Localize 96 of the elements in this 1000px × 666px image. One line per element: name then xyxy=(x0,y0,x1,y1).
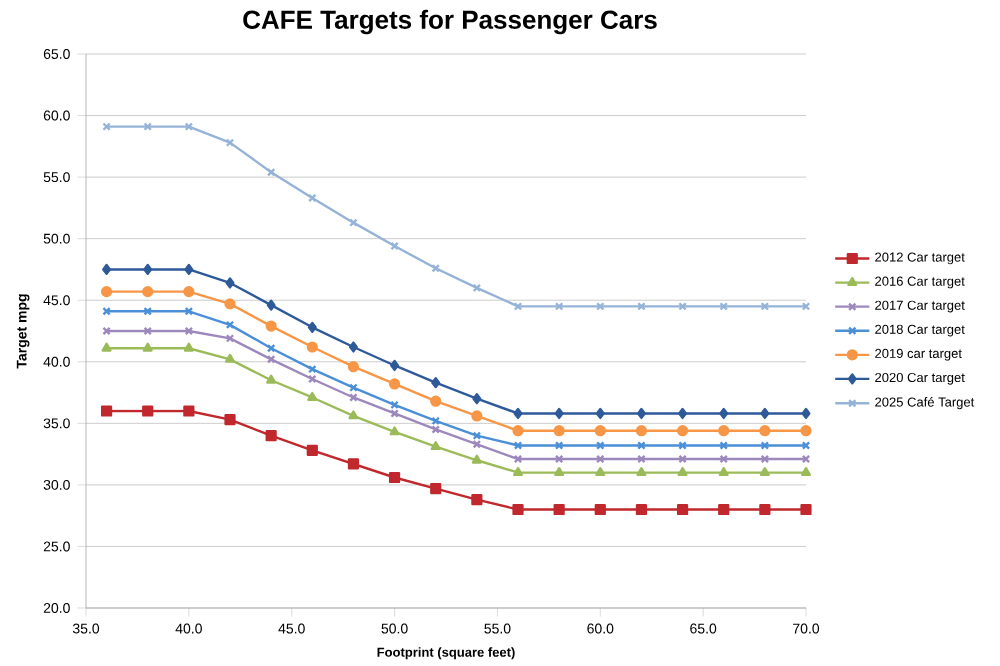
point xyxy=(759,466,770,476)
point xyxy=(347,458,360,470)
point xyxy=(800,503,812,516)
point xyxy=(678,407,688,420)
point xyxy=(554,407,564,420)
point xyxy=(760,441,770,450)
point xyxy=(225,277,235,289)
point xyxy=(225,138,235,147)
point xyxy=(635,425,648,437)
point xyxy=(390,400,399,410)
point xyxy=(513,302,523,311)
point xyxy=(306,444,318,457)
point xyxy=(347,361,360,373)
point xyxy=(307,364,317,374)
point xyxy=(348,341,358,353)
point xyxy=(183,342,194,352)
point xyxy=(718,503,730,516)
point xyxy=(636,466,647,476)
point xyxy=(472,431,482,440)
point xyxy=(266,374,277,384)
point xyxy=(718,425,730,437)
point xyxy=(266,167,276,177)
point xyxy=(183,405,195,417)
point xyxy=(676,503,689,516)
point xyxy=(390,359,400,372)
point xyxy=(100,286,113,298)
point xyxy=(471,494,483,506)
point xyxy=(553,503,565,516)
point xyxy=(719,302,729,311)
point xyxy=(348,410,359,420)
point xyxy=(677,466,688,476)
point xyxy=(430,482,442,495)
point xyxy=(389,426,400,436)
point xyxy=(513,466,524,476)
point xyxy=(431,377,441,389)
point xyxy=(554,466,565,476)
point xyxy=(143,306,153,316)
point xyxy=(142,286,154,298)
point xyxy=(184,306,194,316)
point xyxy=(595,466,606,476)
point xyxy=(431,263,441,273)
point xyxy=(100,405,113,417)
point xyxy=(224,353,236,363)
point xyxy=(801,407,811,420)
point xyxy=(388,471,401,484)
point xyxy=(430,441,441,451)
point xyxy=(266,343,276,353)
point xyxy=(224,298,236,310)
point xyxy=(101,342,112,352)
point xyxy=(594,425,606,437)
point xyxy=(472,439,482,449)
point xyxy=(266,355,276,364)
point xyxy=(430,395,442,407)
point xyxy=(184,263,194,276)
point xyxy=(266,299,276,311)
point xyxy=(390,241,399,251)
chart-title: CAFE Targets for Passenger Cars xyxy=(243,9,657,35)
point xyxy=(431,416,441,426)
point xyxy=(594,503,606,516)
point xyxy=(225,334,235,343)
point xyxy=(676,425,689,437)
point xyxy=(307,391,318,401)
point xyxy=(307,321,317,333)
point xyxy=(471,454,482,464)
point xyxy=(224,414,236,426)
point xyxy=(512,503,524,516)
point xyxy=(472,393,482,405)
point xyxy=(718,466,729,476)
point xyxy=(102,263,112,276)
point xyxy=(554,441,564,450)
point xyxy=(553,425,565,437)
point xyxy=(636,407,646,420)
point xyxy=(143,263,153,276)
point xyxy=(142,405,154,417)
point xyxy=(759,425,771,437)
point xyxy=(760,407,770,420)
point xyxy=(800,425,812,437)
point xyxy=(595,407,605,420)
point xyxy=(800,466,812,476)
point xyxy=(512,425,524,437)
point xyxy=(595,302,605,311)
point xyxy=(143,122,153,131)
point xyxy=(388,378,401,390)
point xyxy=(635,503,648,516)
point xyxy=(265,320,277,332)
point xyxy=(183,286,195,298)
point xyxy=(513,407,523,420)
point xyxy=(637,454,646,464)
point xyxy=(759,503,771,516)
point xyxy=(678,454,687,464)
point xyxy=(471,410,483,422)
point xyxy=(265,430,277,442)
point xyxy=(719,407,729,420)
point xyxy=(306,341,318,353)
point xyxy=(513,441,523,450)
point xyxy=(142,342,153,352)
